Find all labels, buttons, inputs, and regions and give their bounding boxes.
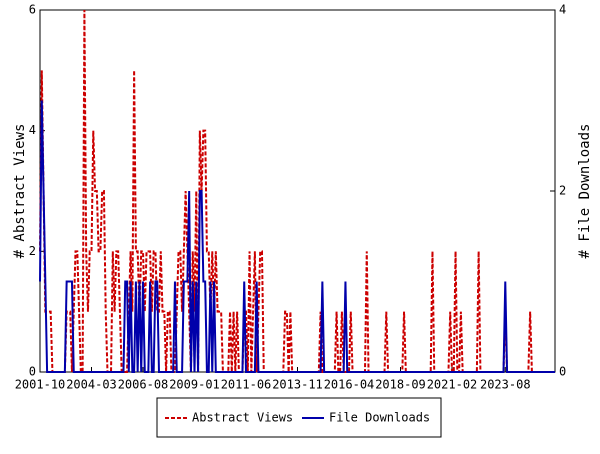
plot-frame <box>39 9 556 373</box>
y2-tick-label: 4 <box>559 3 566 17</box>
x-tick-label: 2018-09 <box>375 378 426 392</box>
x-tick-label: 2001-10 <box>15 378 66 392</box>
x-tick-label: 2013-11 <box>272 378 323 392</box>
y2-tick-label: 0 <box>559 365 566 379</box>
x-tick-label: 2016-04 <box>324 378 375 392</box>
x-tick-label: 2006-08 <box>118 378 169 392</box>
x-tick-label: 2009-01 <box>169 378 220 392</box>
legend-label: Abstract Views <box>192 411 293 425</box>
series-line <box>39 9 555 373</box>
y-tick-label: 2 <box>29 244 36 258</box>
x-tick-label: 2011-06 <box>221 378 272 392</box>
x-tick-label: 2023-08 <box>480 378 531 392</box>
legend-box <box>156 397 442 438</box>
x-tick-label: 2004-03 <box>66 378 117 392</box>
legend-label: File Downloads <box>329 411 430 425</box>
y-tick-label: 0 <box>29 365 36 379</box>
series-line <box>39 100 555 373</box>
y2-tick-label: 2 <box>559 184 566 198</box>
x-tick-label: 2021-02 <box>427 378 478 392</box>
y2-axis-label: # File Downloads <box>577 124 593 259</box>
y-axis-label: # Abstract Views <box>12 124 28 259</box>
y-tick-label: 6 <box>29 3 36 17</box>
y-tick-label: 4 <box>29 123 36 137</box>
